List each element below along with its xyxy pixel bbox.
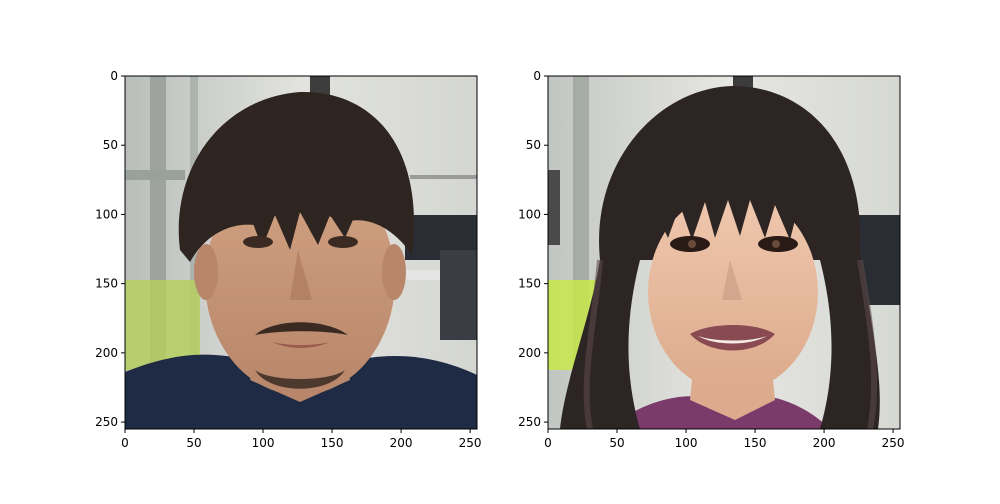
- left-panel-xtick-label: 150: [321, 436, 344, 450]
- right-panel-xtick-label: 50: [609, 436, 624, 450]
- left-panel-ytick-label: 0: [110, 69, 118, 83]
- left-panel-frame: [124, 75, 478, 430]
- right-panel-ytick-label: 50: [526, 138, 541, 152]
- right-panel-image: [548, 76, 900, 429]
- right-panel-ytick-label: 250: [518, 415, 541, 429]
- right-panel-ytick-label: 0: [533, 69, 541, 83]
- right-panel-ytick-label: 200: [518, 346, 541, 360]
- left-panel-xtick-label: 250: [459, 436, 482, 450]
- right-panel-ytick-label: 150: [518, 277, 541, 291]
- right-panel-xtick-label: 0: [544, 436, 552, 450]
- right-panel-ytick-label: 100: [518, 207, 541, 221]
- left-panel-image: [125, 76, 477, 429]
- left-panel-xtick-label: 0: [121, 436, 129, 450]
- left-panel-ytick-label: 50: [103, 138, 118, 152]
- left-panel-ytick-label: 150: [95, 277, 118, 291]
- right-panel-frame: [547, 75, 901, 430]
- left-panel-xtick-label: 100: [252, 436, 275, 450]
- right-panel-xtick-label: 250: [882, 436, 905, 450]
- right-panel-xtick-label: 150: [744, 436, 767, 450]
- right-panel-xtick-label: 200: [813, 436, 836, 450]
- left-panel-xtick-label: 200: [390, 436, 413, 450]
- left-panel-ytick-label: 250: [95, 415, 118, 429]
- left-panel-ytick-label: 200: [95, 346, 118, 360]
- left-panel-ytick-label: 100: [95, 207, 118, 221]
- left-panel-xtick-label: 50: [186, 436, 201, 450]
- right-panel-xtick-label: 100: [675, 436, 698, 450]
